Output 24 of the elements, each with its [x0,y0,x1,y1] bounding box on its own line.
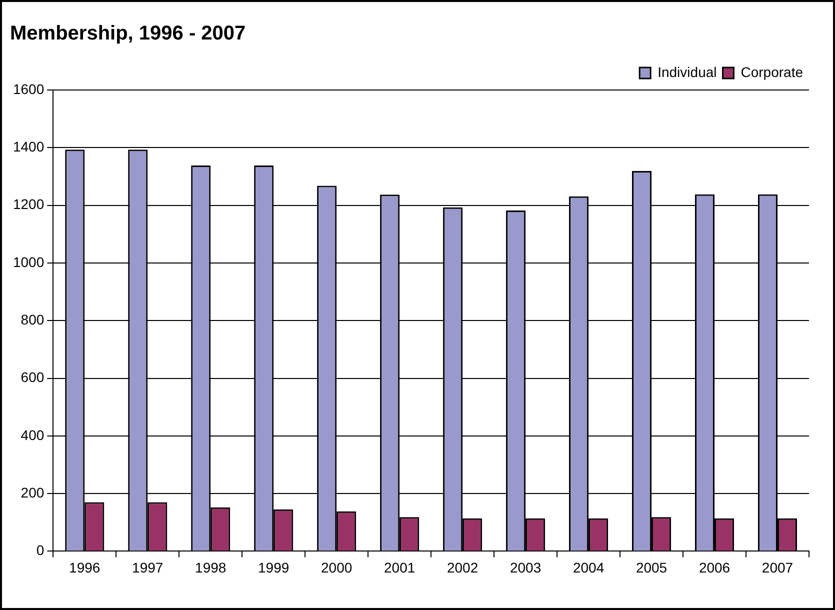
y-tick-label: 1200 [12,196,44,212]
chart-title: Membership, 1996 - 2007 [10,22,246,45]
x-tick-label: 1997 [132,559,164,576]
x-tick-label: 2001 [384,559,416,576]
x-tick-label: 1998 [195,559,226,576]
x-tick-label: 2003 [510,559,542,576]
legend-label: Corporate [740,64,804,80]
x-tick-label: 2005 [636,559,668,576]
legend-label: Individual [658,64,717,80]
x-tick-label: 2000 [321,559,352,576]
x-tick-label: 2006 [698,559,730,576]
x-tick-label: 1999 [258,559,290,576]
y-tick-label: 800 [20,311,44,328]
x-tick-label: 2007 [762,559,794,576]
x-tick-label: 1996 [69,559,100,576]
y-tick-label: 0 [36,542,44,558]
y-tick-label: 600 [20,369,44,386]
y-tick-label: 1400 [12,138,44,155]
x-tick-label: 2004 [572,559,604,576]
y-tick-label: 200 [20,484,44,500]
x-tick-label: 2002 [446,559,478,576]
y-tick-label: 400 [20,426,44,443]
y-tick-label: 1000 [12,254,44,270]
y-tick-label: 1600 [12,80,44,97]
